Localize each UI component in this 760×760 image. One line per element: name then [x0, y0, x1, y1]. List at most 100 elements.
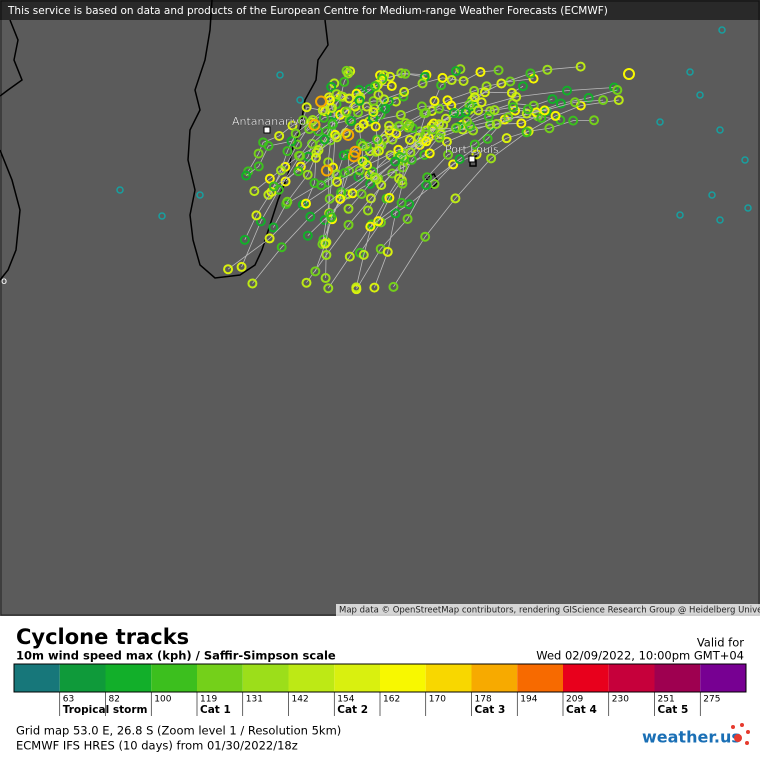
track-point [294, 150, 305, 161]
track-point [716, 126, 724, 134]
track-point [196, 191, 204, 199]
track-line [322, 83, 336, 245]
scale-tick-label: 82 [109, 695, 120, 705]
attribution: Map data © OpenStreetMap contributors, r… [339, 606, 760, 616]
track-point [302, 169, 313, 180]
track-point [335, 193, 346, 204]
track-point [308, 119, 321, 132]
coast-africa [0, 19, 23, 97]
track-point [613, 95, 624, 106]
edge-label: o [1, 276, 7, 287]
track-point [517, 81, 528, 92]
track-point [482, 133, 493, 144]
track-point [365, 193, 376, 204]
scale-swatch [380, 664, 426, 692]
logo-dot [731, 725, 735, 729]
track-point [343, 68, 354, 79]
track-point [341, 106, 352, 117]
city-label: Antananarivo [232, 115, 306, 128]
track-point [589, 115, 600, 126]
track-point [461, 116, 472, 127]
track-point [448, 159, 459, 170]
track-point [320, 238, 331, 249]
track-point [623, 68, 635, 80]
track-point [286, 136, 297, 147]
track-point [367, 166, 378, 177]
track-point [345, 66, 356, 77]
track-point [324, 193, 335, 204]
scale-tick-label: 230 [612, 695, 629, 705]
track-point [424, 148, 435, 159]
track-point [434, 103, 445, 114]
track-point [326, 81, 337, 92]
track-point [290, 128, 301, 139]
track-point [386, 81, 397, 92]
track-point [525, 68, 536, 79]
track-point [483, 111, 494, 122]
track-point [301, 102, 312, 113]
scale-category: Cat 5 [658, 704, 689, 716]
footer-grid: Grid map 53.0 E, 26.8 S (Zoom level 1 / … [16, 724, 341, 738]
scale-swatch [700, 664, 746, 692]
scale-swatch [151, 664, 197, 692]
track-point [239, 234, 250, 245]
track-point [656, 118, 664, 126]
track-point [569, 97, 580, 108]
track-point [300, 198, 311, 209]
track-point [396, 68, 407, 79]
scale-tick-label: 131 [246, 695, 263, 705]
scale-category: Cat 1 [200, 704, 231, 716]
track-point [276, 71, 284, 79]
track-point [539, 105, 550, 116]
track-point [550, 110, 561, 121]
track-point [429, 96, 440, 107]
scale-tick-label: 154 [337, 695, 354, 705]
track-point [399, 86, 410, 97]
track-point [521, 127, 532, 138]
track-point [287, 120, 298, 131]
track-point [612, 85, 623, 96]
track-point [741, 156, 749, 164]
track-point [354, 122, 365, 133]
track-line [348, 106, 528, 210]
track-point [323, 283, 334, 294]
track-point [676, 211, 684, 219]
track-point [473, 105, 484, 116]
banner: This service is based on data and produc… [7, 5, 608, 17]
track-point [319, 134, 330, 145]
track-point [448, 108, 459, 119]
track-point [718, 26, 726, 34]
track-point [339, 167, 350, 178]
track-point [305, 211, 316, 222]
scale-swatch [517, 664, 563, 692]
scale-tick-label: 142 [292, 695, 309, 705]
track-point [388, 281, 399, 292]
track-point [568, 115, 579, 126]
track-point [420, 107, 431, 118]
track-point [369, 81, 380, 92]
track-point [460, 107, 471, 118]
track-point [342, 128, 355, 141]
track-point [344, 93, 355, 104]
track-point [397, 178, 408, 189]
city-marker [263, 126, 271, 134]
track-point [274, 130, 285, 141]
track-point [427, 124, 438, 135]
track-point [320, 273, 331, 284]
track-line [327, 99, 604, 289]
track-point [422, 172, 433, 183]
track-point [276, 242, 287, 253]
banner-bg [0, 0, 760, 20]
track-point [434, 132, 445, 143]
track-point [744, 204, 752, 212]
scale-swatch [105, 664, 152, 692]
track-point [396, 197, 407, 208]
track-point [428, 118, 439, 129]
legend-title: Cyclone tracks [16, 625, 189, 649]
track-point [295, 161, 306, 172]
track-point [394, 120, 405, 131]
track-point [583, 92, 594, 103]
track-point [315, 95, 328, 108]
track-point [340, 127, 351, 138]
track-point [373, 216, 384, 227]
